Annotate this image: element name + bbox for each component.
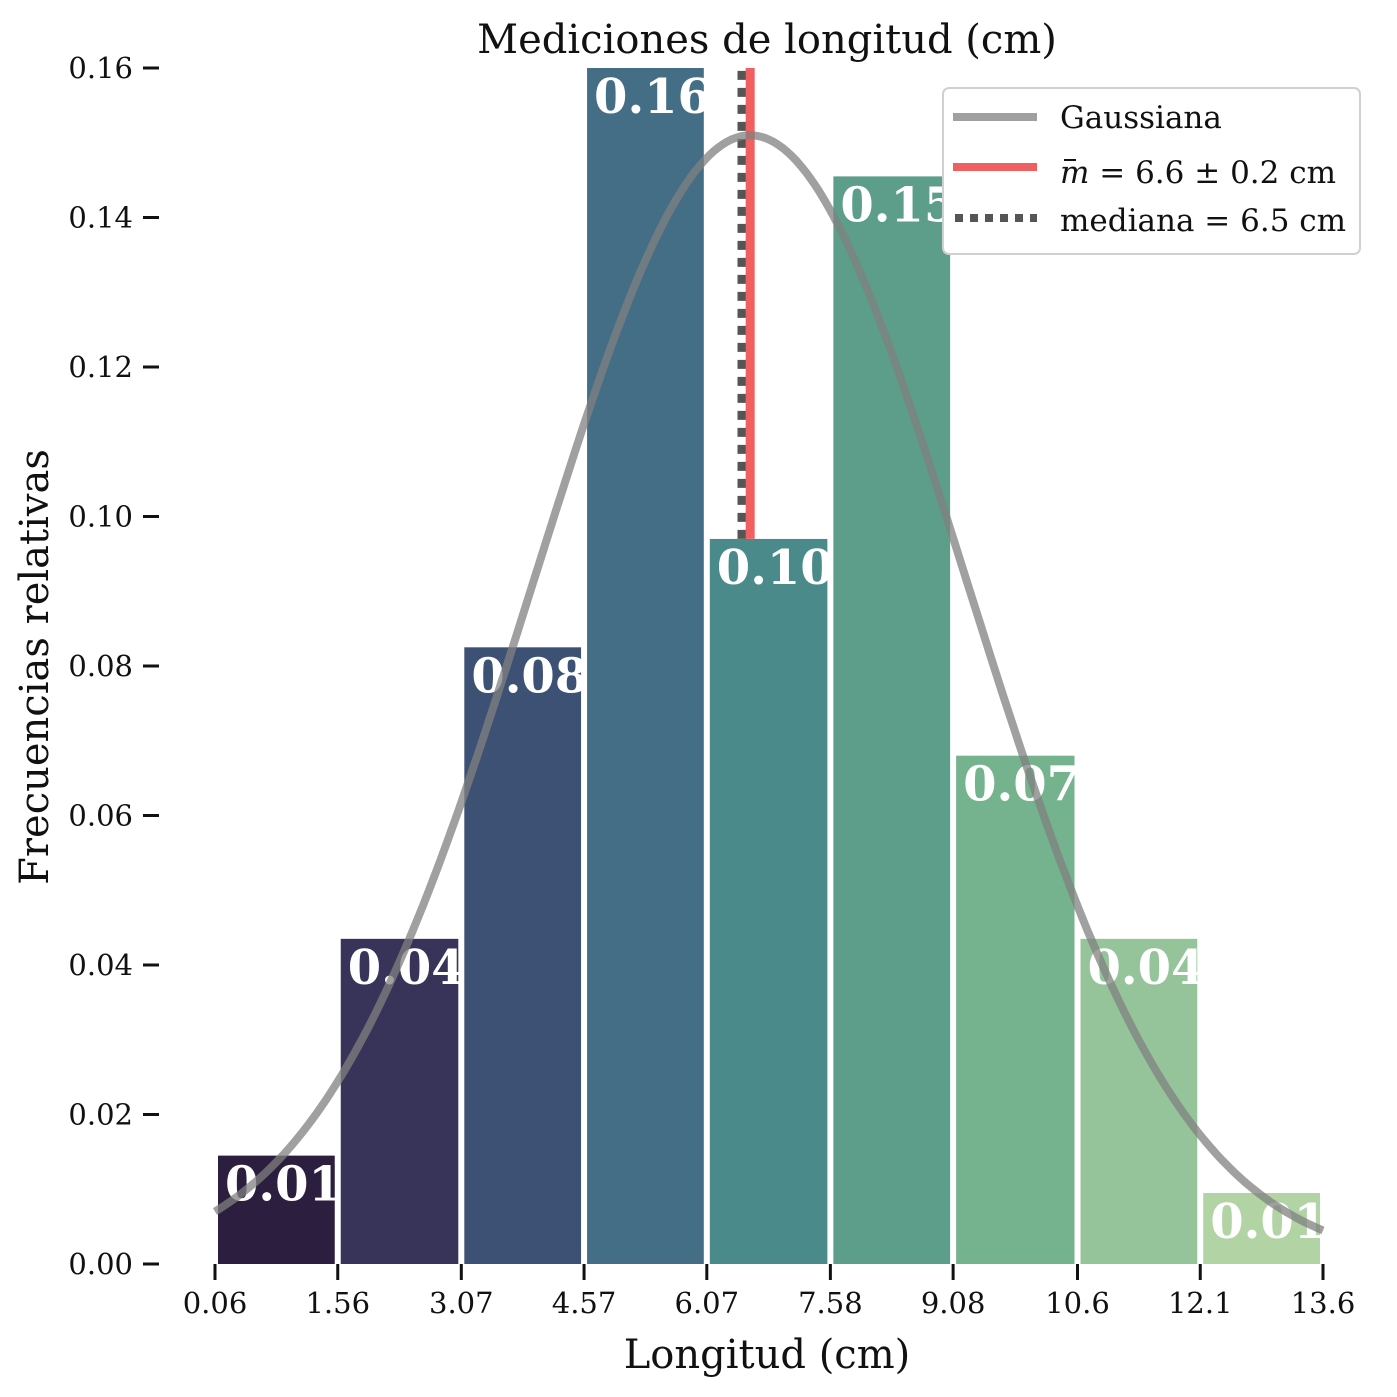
- x-tick-label: 4.57: [552, 1286, 617, 1320]
- legend-median-label: mediana = 6.5 cm: [1060, 203, 1346, 239]
- y-tick-label: 0.10: [68, 500, 133, 534]
- bar-value-label: 0.10: [717, 540, 834, 596]
- y-tick-label: 0.14: [68, 201, 133, 235]
- x-tick-label: 9.08: [921, 1286, 986, 1320]
- legend-box: [942, 87, 1361, 255]
- y-tick-label: 0.00: [68, 1247, 133, 1281]
- legend-mean-label: m = 6.6 ± 0.2 cm: [1060, 155, 1336, 191]
- bar-labels-group: 0.010.040.080.160.100.150.070.040.01: [225, 69, 1327, 1250]
- legend-mean-value: = 6.6 ± 0.2 cm: [1089, 155, 1336, 191]
- x-tick-label: 3.07: [429, 1286, 494, 1320]
- y-tick-label: 0.06: [68, 799, 133, 833]
- x-tick-label: 0.06: [183, 1286, 248, 1320]
- histogram-bar: [340, 938, 459, 1264]
- x-tick-label: 7.58: [798, 1286, 863, 1320]
- y-tick-label: 0.02: [68, 1098, 133, 1132]
- histogram-bar: [1203, 1192, 1320, 1264]
- reference-lines: [737, 68, 755, 539]
- x-tick-label: 12.1: [1168, 1286, 1233, 1320]
- y-axis-label: Frecuencias relativas: [12, 449, 58, 885]
- y-tick-label: 0.16: [68, 51, 133, 85]
- y-tick-label: 0.08: [68, 649, 133, 683]
- gaussian-curve: [212, 131, 1325, 1235]
- bar-value-label: 0.01: [225, 1157, 342, 1213]
- y-axis: 0.00 0.02 0.04 0.06 0.08 0.10 0.12 0.14 0.16: [68, 51, 159, 1281]
- bar-value-label: 0.08: [471, 648, 588, 704]
- y-tick-label: 0.12: [68, 350, 133, 384]
- x-tick-label: 10.6: [1045, 1286, 1110, 1320]
- x-tick-label: 1.56: [305, 1286, 370, 1320]
- bar-value-label: 0.16: [594, 69, 711, 125]
- histogram-bar: [587, 68, 704, 1264]
- legend-gaussian-label: Gaussiana: [1060, 100, 1222, 136]
- histogram-bar: [956, 755, 1075, 1264]
- x-tick-label: 13.6: [1291, 1286, 1356, 1320]
- histogram-bar: [464, 647, 582, 1264]
- x-tick-label: 6.07: [675, 1286, 740, 1320]
- chart-title: Mediciones de longitud (cm): [477, 17, 1057, 63]
- x-axis: 0.06 1.56 3.07 4.57 6.07 7.58 9.08 10.6 12.1 13.6: [183, 1264, 1356, 1320]
- histogram-bar: [218, 1155, 335, 1264]
- y-tick-label: 0.04: [68, 948, 133, 982]
- legend: Gaussiana m = 6.6 ± 0.2 cm mediana = 6.5…: [942, 87, 1361, 255]
- histogram-bar: [709, 538, 828, 1264]
- histogram-bar: [833, 176, 951, 1265]
- x-axis-label: Longitud (cm): [624, 1332, 911, 1378]
- bar-value-label: 0.15: [840, 177, 957, 233]
- bar-value-label: 0.07: [963, 757, 1080, 813]
